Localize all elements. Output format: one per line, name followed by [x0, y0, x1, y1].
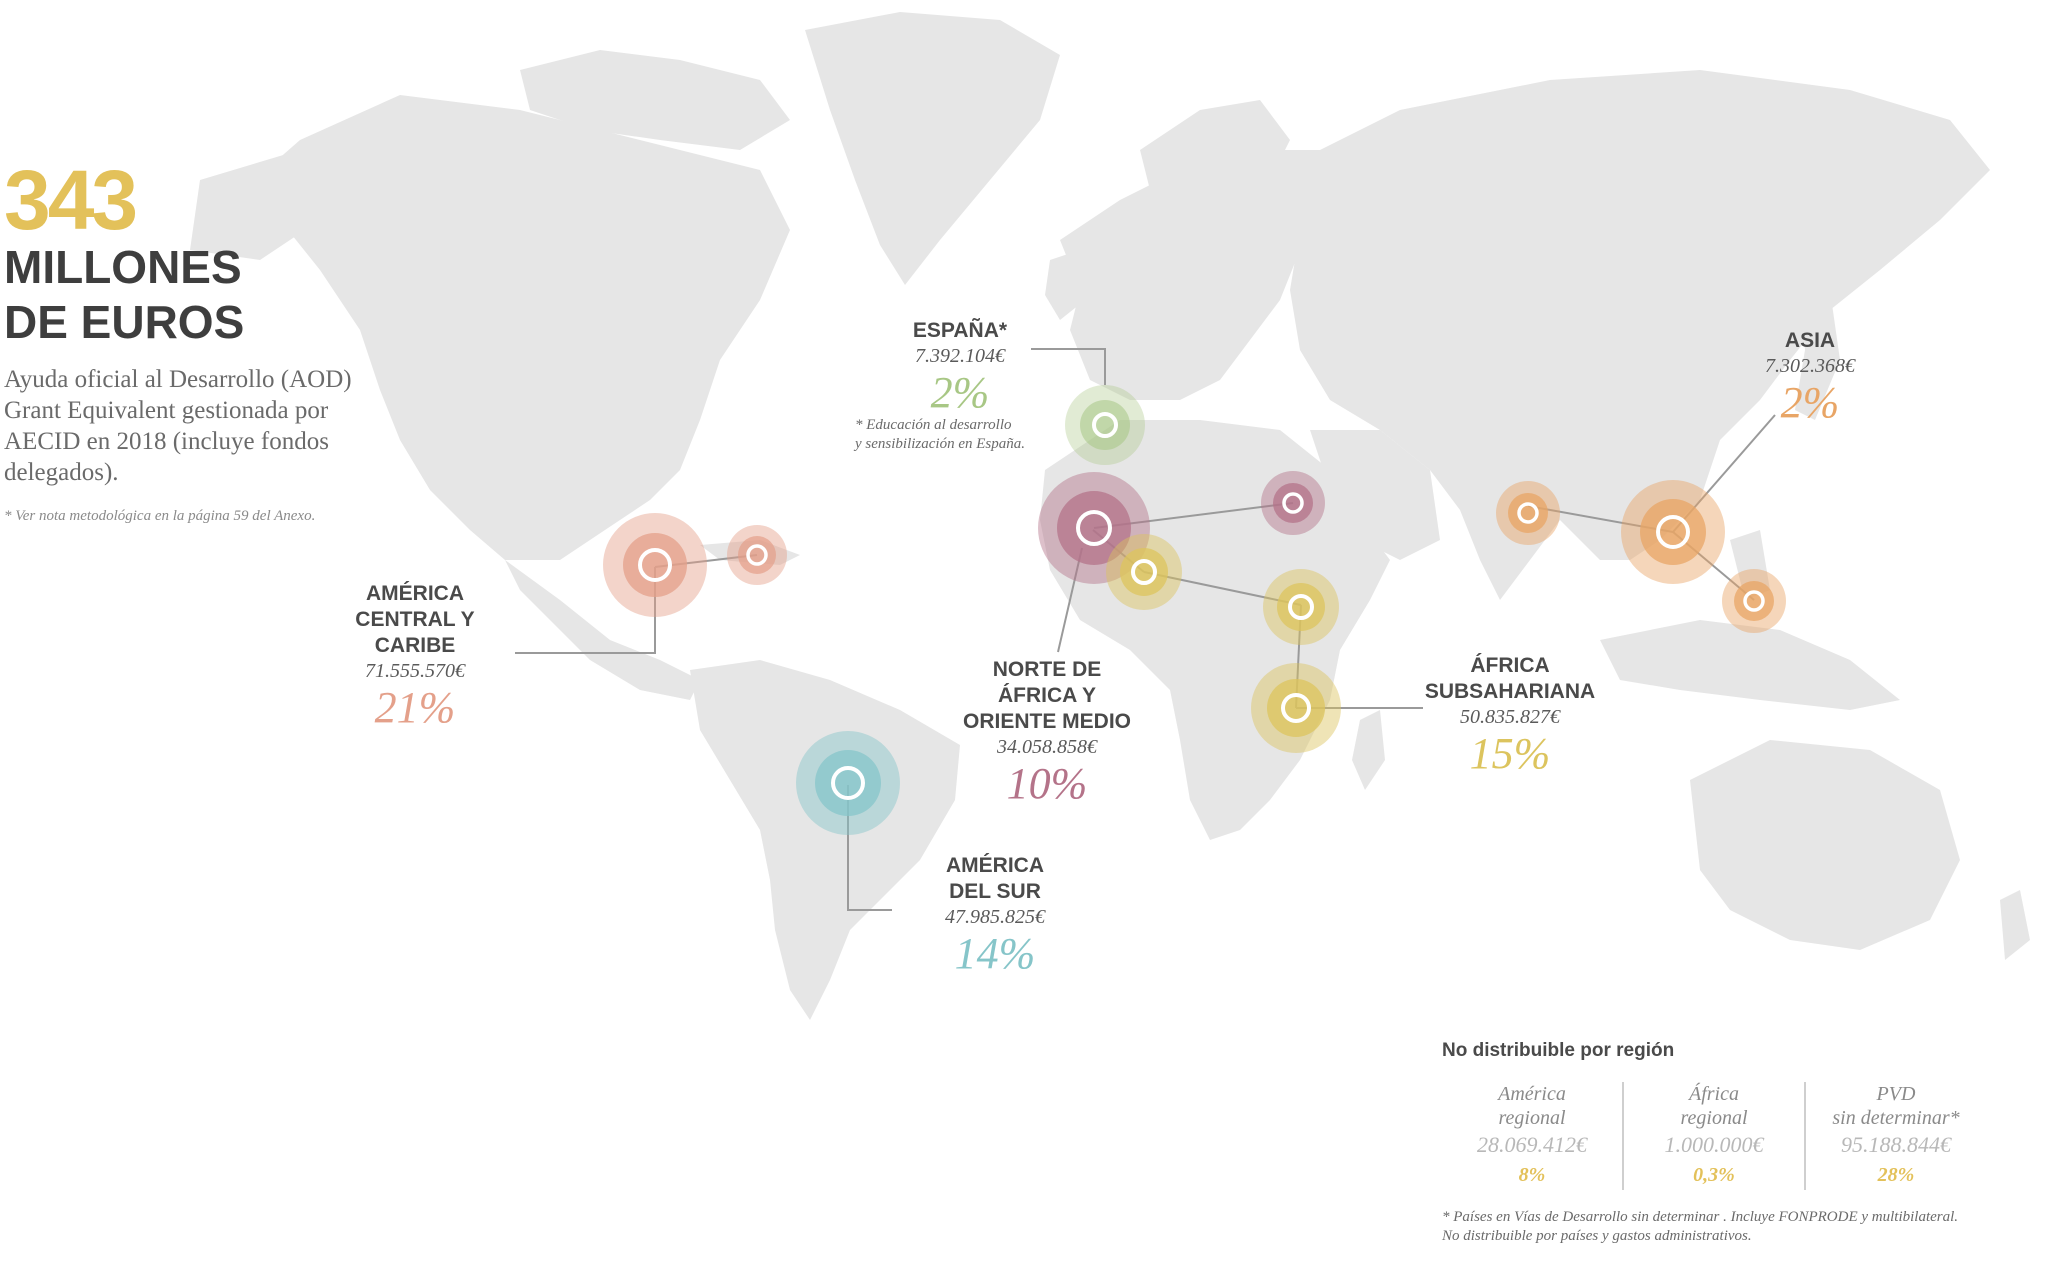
methodology-note: * Ver nota metodológica en la página 59 …	[4, 508, 316, 524]
no-distribuible-title: No distribuible por región	[1442, 1040, 1675, 1061]
region-percent: 21%	[374, 683, 456, 732]
total-unit: MILLONES DE EUROS	[4, 241, 245, 348]
total-amount: 343	[4, 153, 138, 247]
label-america-sur: AMÉRICA DEL SUR 47.985.825€ 14%	[915, 853, 1075, 979]
label-asia: ASIA 7.302.368€ 2%	[1740, 328, 1880, 428]
no-distribuible-panel: No distribuible por región América regio…	[1442, 1040, 2042, 1246]
nd-item-percent: 28%	[1877, 1164, 1915, 1186]
region-amount: 34.058.858€	[997, 736, 1097, 758]
region-name: NORTE DE ÁFRICA Y ORIENTE MEDIO	[962, 658, 1131, 733]
nd-item-name: África regional	[1680, 1083, 1748, 1129]
region-name: AMÉRICA CENTRAL Y CARIBE	[355, 582, 475, 657]
region-name: ÁFRICA SUBSAHARIANA	[1424, 654, 1596, 703]
no-distribuible-columns: América regional 28.069.412€ 8% África r…	[1442, 1082, 2042, 1190]
label-norte-africa: NORTE DE ÁFRICA Y ORIENTE MEDIO 34.058.8…	[937, 657, 1157, 809]
nd-item-pvd: PVD sin determinar* 95.188.844€ 28%	[1806, 1082, 1986, 1190]
espana-footnote: * Educación al desarrollo y sensibilizac…	[855, 417, 1025, 452]
label-africa-sub: ÁFRICA SUBSAHARIANA 50.835.827€ 15%	[1415, 653, 1605, 779]
marker-america-central	[603, 513, 707, 617]
nd-item-name: PVD sin determinar*	[1832, 1083, 1960, 1129]
region-percent: 2%	[930, 368, 990, 417]
region-amount: 7.392.104€	[915, 345, 1005, 367]
markers	[603, 385, 1786, 835]
region-percent: 14%	[954, 929, 1036, 978]
label-espana: ESPAÑA* 7.392.104€ 2%	[880, 318, 1040, 418]
region-amount: 47.985.825€	[945, 906, 1045, 928]
pvd-footnote: * Países en Vías de Desarrollo sin deter…	[1442, 1209, 1959, 1244]
marker-caribe	[727, 525, 787, 585]
nd-item-amount: 28.069.412€	[1477, 1132, 1587, 1157]
nd-item-name: América regional	[1498, 1083, 1566, 1129]
nd-item-america-regional: América regional 28.069.412€ 8%	[1442, 1082, 1624, 1190]
marker-africa-sub	[1251, 663, 1341, 753]
nd-item-percent: 0,3%	[1693, 1164, 1735, 1186]
nd-item-amount: 1.000.000€	[1664, 1132, 1764, 1157]
region-name: ESPAÑA*	[912, 319, 1008, 342]
marker-america-sur	[796, 731, 900, 835]
label-america-central: AMÉRICA CENTRAL Y CARIBE 71.555.570€ 21%	[335, 581, 495, 733]
region-percent: 15%	[1469, 729, 1551, 778]
marker-oriente-medio	[1261, 471, 1325, 535]
region-name: ASIA	[1784, 329, 1836, 352]
nd-item-percent: 8%	[1518, 1164, 1546, 1186]
marker-espana	[1065, 385, 1145, 465]
region-amount: 71.555.570€	[365, 660, 465, 682]
region-percent: 10%	[1006, 759, 1088, 808]
region-percent: 2%	[1780, 378, 1840, 427]
region-amount: 7.302.368€	[1765, 355, 1855, 377]
marker-india	[1496, 481, 1560, 545]
headline: 343 MILLONES DE EUROS Ayuda oficial al D…	[4, 153, 364, 525]
nd-item-africa-regional: África regional 1.000.000€ 0,3%	[1624, 1082, 1806, 1190]
region-name: AMÉRICA DEL SUR	[946, 854, 1044, 903]
marker-norte-africa	[1038, 472, 1150, 584]
region-amount: 50.835.827€	[1460, 706, 1560, 728]
nd-item-amount: 95.188.844€	[1841, 1132, 1951, 1157]
espana-footnote-wrap: * Educación al desarrollo y sensibilizac…	[855, 416, 1095, 454]
marker-africa-oeste	[1106, 534, 1182, 610]
headline-description: Ayuda oficial al Desarrollo (AOD) Grant …	[4, 366, 352, 486]
marker-asia	[1621, 480, 1725, 584]
marker-africa-este	[1263, 569, 1339, 645]
marker-filipinas	[1722, 569, 1786, 633]
